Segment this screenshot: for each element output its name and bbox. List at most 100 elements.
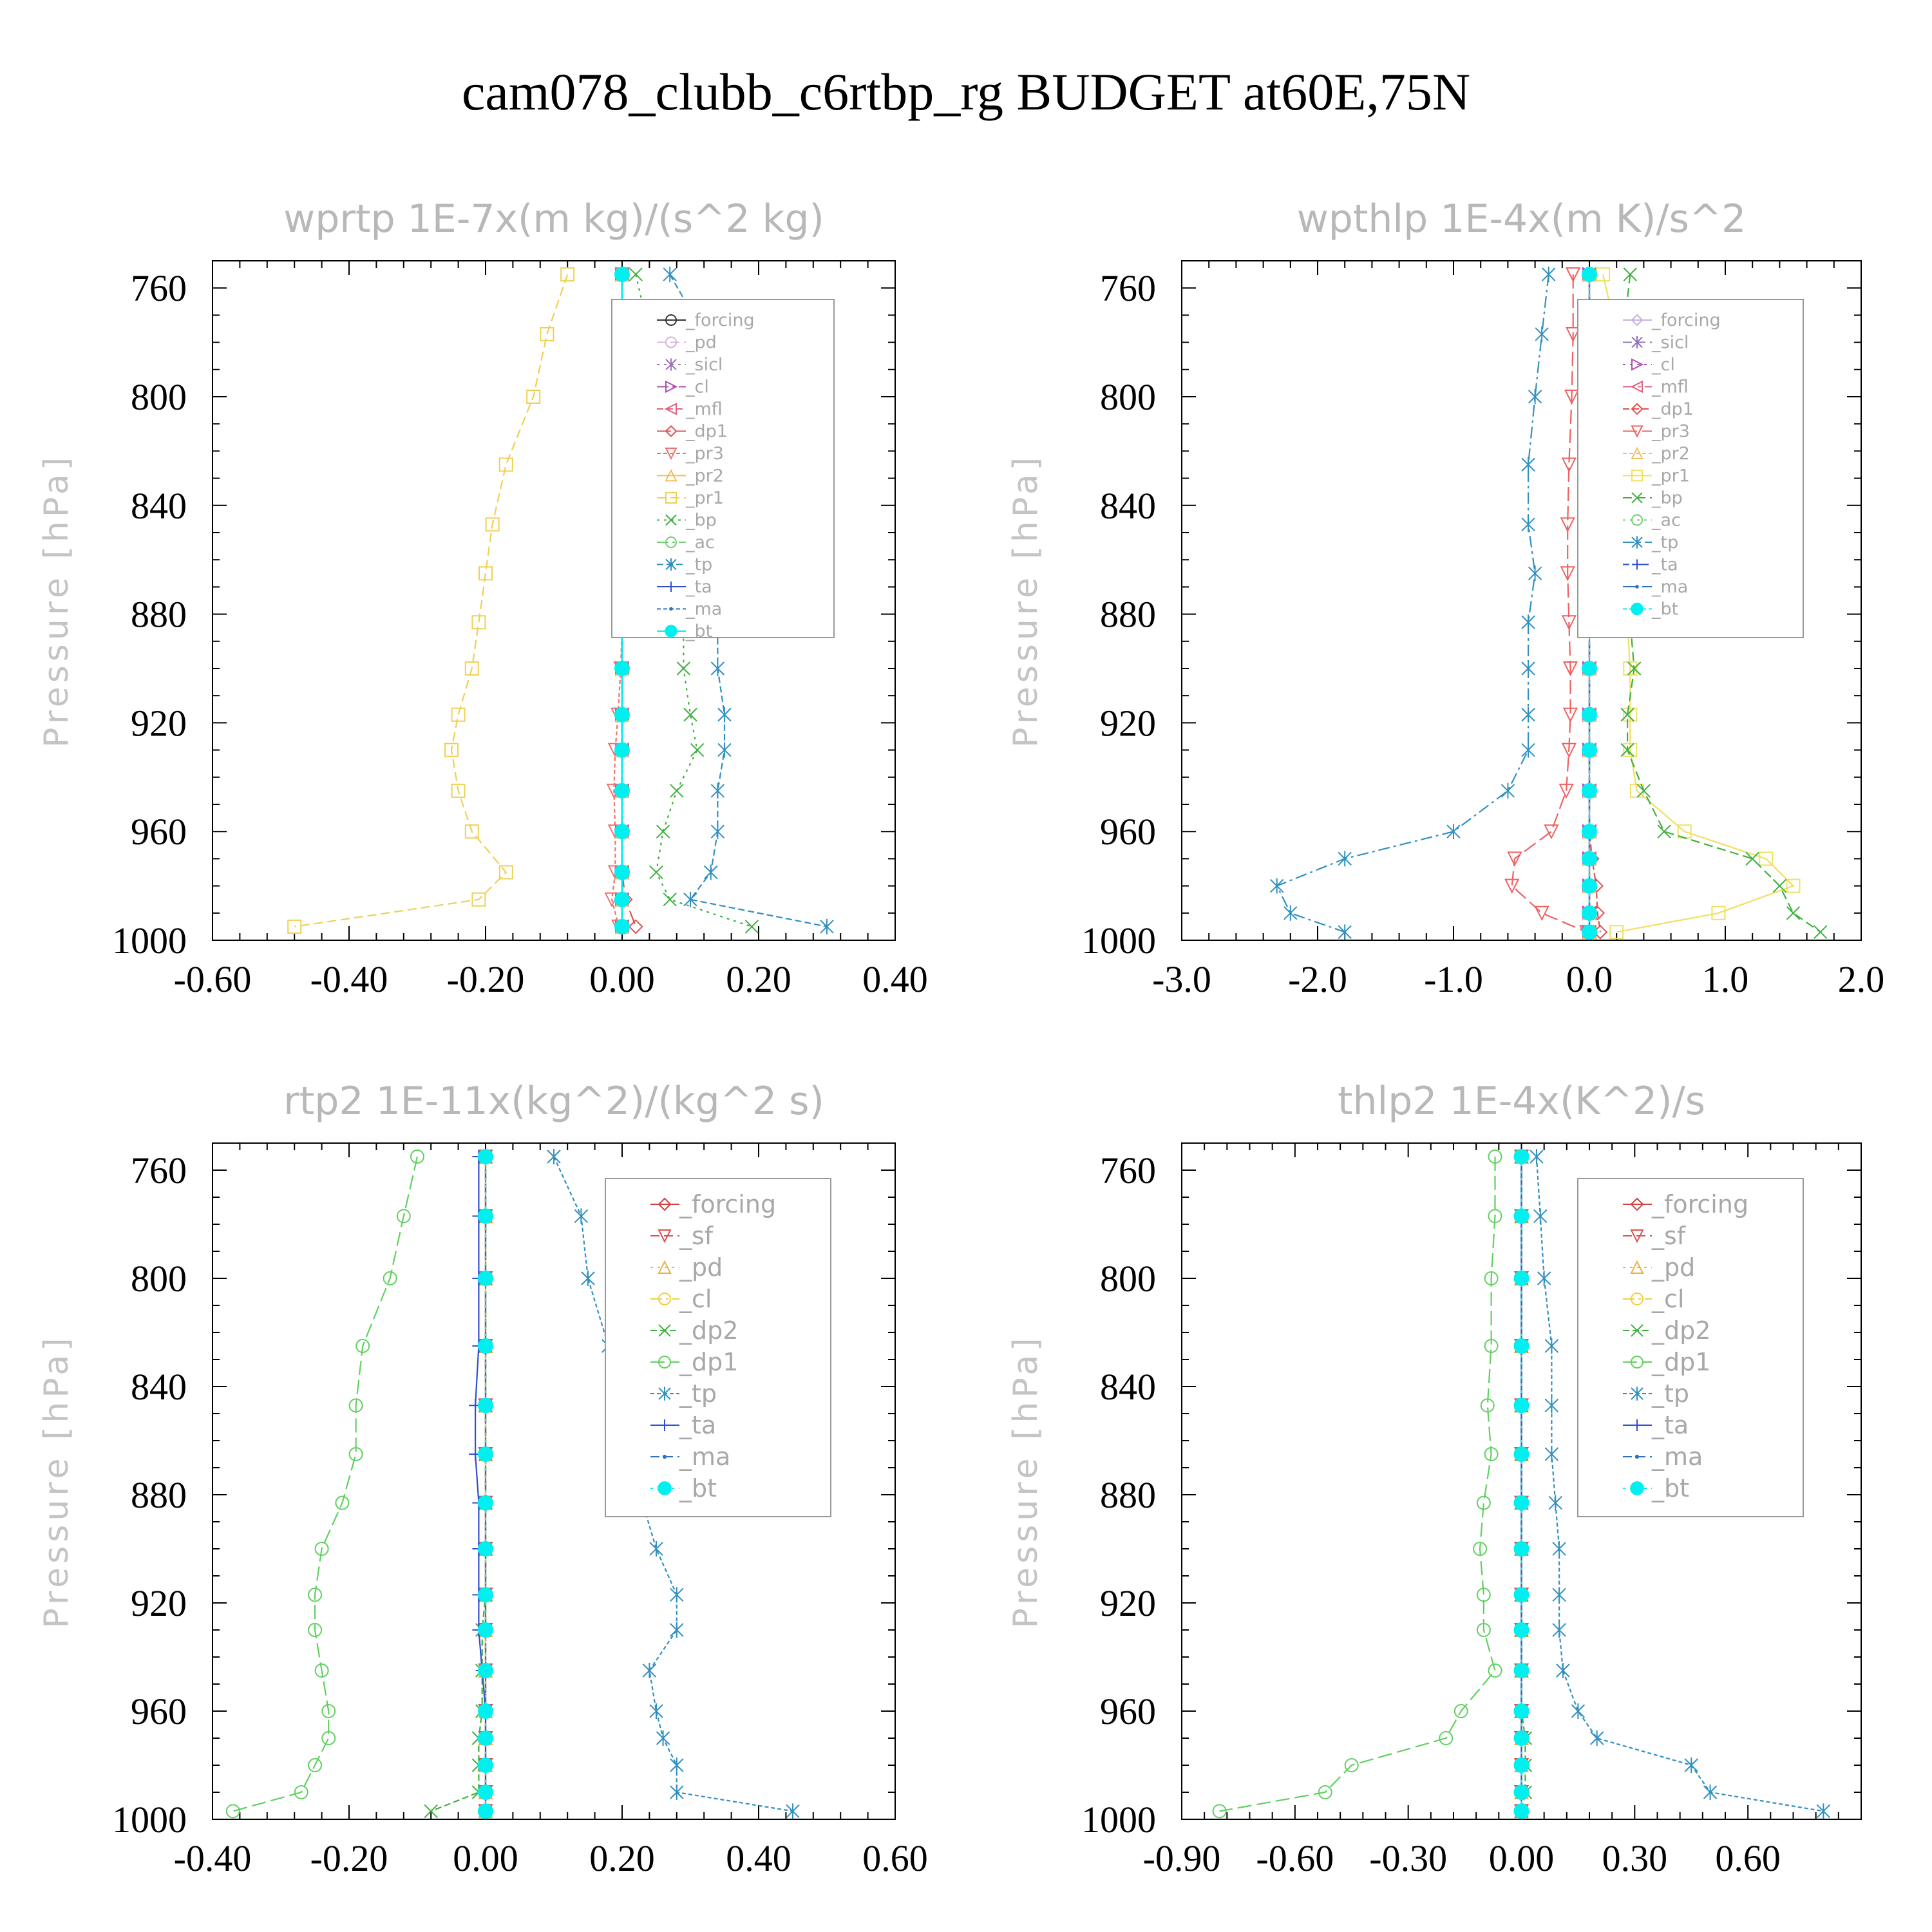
legend-label: _mfl — [685, 399, 723, 419]
legend-swatch-marker — [666, 582, 676, 592]
y-tick-label: 800 — [131, 376, 187, 418]
data-point — [1582, 878, 1597, 894]
legend-item-forcing: _forcing — [1623, 1190, 1748, 1218]
legend-swatch-marker — [664, 402, 677, 415]
legend-item-ma: _ma — [1623, 577, 1688, 597]
data-point — [614, 742, 630, 758]
legend-swatch-marker — [1630, 1197, 1644, 1211]
legend-label: _dp1 — [1651, 399, 1694, 419]
legend-item-sicl: _sicl — [1623, 333, 1689, 353]
legend-label: _bt — [679, 1474, 717, 1502]
data-point — [1537, 1271, 1551, 1286]
legend-label: _ta — [1651, 555, 1678, 575]
data-point — [1338, 851, 1352, 867]
legend-swatch-marker — [1631, 358, 1644, 371]
y-tick-label: 920 — [131, 702, 187, 744]
series-group — [1212, 1148, 1831, 1819]
y-tick-label: 760 — [1100, 1150, 1156, 1191]
data-point — [1582, 742, 1597, 758]
data-point — [1786, 878, 1801, 893]
data-point — [670, 1622, 684, 1638]
x-tick-label: 0.40 — [862, 958, 928, 1000]
legend-item-ta: _ta — [650, 1411, 716, 1439]
legend-item-forcing: _forcing — [1623, 310, 1721, 330]
x-tick-label: -1.0 — [1424, 958, 1483, 1000]
legend-swatch-marker — [665, 625, 677, 638]
data-point — [1711, 905, 1726, 920]
legend-item-sicl: _sicl — [657, 355, 723, 375]
data-point — [1582, 782, 1597, 799]
legend-swatch-marker — [658, 1260, 672, 1274]
data-point — [1484, 1271, 1499, 1285]
legend-label: _bt — [685, 621, 712, 641]
data-point — [1454, 1704, 1468, 1718]
legend: _forcing _sicl_cl_mfl_dp1 _pr3_pr2_pr1_bp _… — [1577, 299, 1804, 638]
data-point — [1786, 906, 1801, 920]
legend-label: _pr3 — [1651, 422, 1690, 442]
legend-swatch-marker — [669, 607, 673, 611]
series-line-dp1 — [232, 1156, 419, 1812]
y-tick-label: 920 — [1100, 1582, 1156, 1624]
data-point — [1623, 707, 1638, 722]
data-point — [1318, 1785, 1332, 1799]
data-point — [1816, 1803, 1831, 1819]
legend-item-pr1: _pr1 — [657, 488, 724, 508]
legend-label: _dp2 — [679, 1316, 738, 1345]
data-point — [614, 706, 630, 723]
data-point — [1558, 783, 1574, 799]
data-point — [1544, 1397, 1559, 1414]
panel-title: thlp2 1E-4x(K^2)/s — [1338, 1079, 1705, 1124]
y-axis-label: Pressure [hPa] — [1007, 1334, 1045, 1629]
data-point — [1759, 851, 1774, 866]
legend-swatch-marker — [665, 358, 677, 371]
data-point — [1513, 1271, 1530, 1286]
legend-item-forcing: _forcing — [657, 310, 755, 330]
data-point — [1513, 1587, 1530, 1603]
data-point — [1534, 905, 1549, 922]
data-point — [451, 707, 466, 722]
data-point — [547, 1149, 561, 1164]
data-point — [287, 919, 302, 934]
data-point — [348, 1398, 363, 1413]
data-point — [478, 1730, 493, 1746]
legend-item-tp: _tp — [650, 1379, 717, 1408]
data-point — [1476, 1495, 1491, 1510]
data-point — [485, 517, 500, 532]
data-point — [663, 267, 677, 283]
series-markers-dp1 — [1212, 1150, 1502, 1819]
data-point — [1439, 1731, 1454, 1745]
legend-swatch-marker — [665, 492, 677, 504]
data-point — [1544, 1446, 1559, 1462]
data-point — [683, 891, 697, 907]
data-point — [1521, 742, 1535, 758]
legend-item-pr1: _pr1 — [1623, 466, 1690, 486]
data-point — [478, 1663, 493, 1678]
data-point — [1530, 1149, 1544, 1164]
x-tick-label: -2.0 — [1288, 958, 1347, 1000]
y-tick-label: 960 — [1100, 1690, 1156, 1732]
legend-label: _dp2 — [1651, 1316, 1710, 1345]
legend-swatch-marker — [1630, 1481, 1644, 1495]
legend-swatch-marker — [658, 1293, 671, 1305]
data-point — [649, 1541, 663, 1557]
legend-label: _cl — [685, 377, 709, 397]
data-point — [464, 824, 479, 839]
series-line-tp — [1276, 274, 1549, 933]
data-point — [225, 1804, 240, 1819]
legend-swatch-marker — [1631, 446, 1643, 459]
series-markers-tp — [1269, 267, 1556, 940]
data-point — [560, 267, 575, 282]
data-point — [308, 1623, 322, 1637]
data-point — [744, 920, 759, 934]
data-point — [1541, 267, 1556, 283]
legend-item-pr3: _pr3 — [657, 444, 724, 464]
x-tick-label: -0.90 — [1143, 1837, 1221, 1879]
legend-item-pr2: _pr2 — [657, 466, 724, 486]
y-tick-label: 760 — [1100, 267, 1156, 309]
x-tick-label: -0.40 — [310, 958, 388, 1000]
data-point — [1344, 1758, 1359, 1772]
series-group — [225, 1148, 800, 1819]
data-point — [614, 864, 630, 880]
legend-swatch-marker — [665, 558, 677, 571]
legend-item-dp2: _dp2 — [1623, 1316, 1710, 1345]
